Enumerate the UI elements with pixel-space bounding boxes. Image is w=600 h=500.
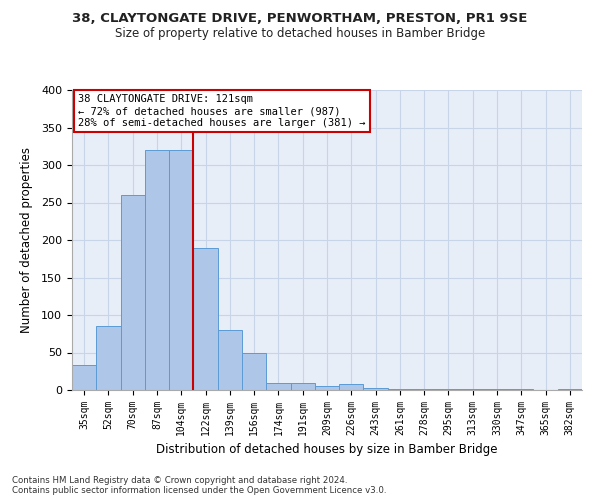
Bar bbox=[218, 330, 242, 390]
Bar bbox=[72, 365, 96, 390]
Bar bbox=[96, 326, 121, 390]
Bar bbox=[121, 195, 145, 390]
Bar bbox=[315, 386, 339, 390]
Bar bbox=[242, 352, 266, 390]
Bar bbox=[485, 388, 509, 390]
Text: Contains HM Land Registry data © Crown copyright and database right 2024.
Contai: Contains HM Land Registry data © Crown c… bbox=[12, 476, 386, 495]
Text: 38 CLAYTONGATE DRIVE: 121sqm
← 72% of detached houses are smaller (987)
28% of s: 38 CLAYTONGATE DRIVE: 121sqm ← 72% of de… bbox=[78, 94, 365, 128]
Y-axis label: Number of detached properties: Number of detached properties bbox=[20, 147, 33, 333]
Bar bbox=[145, 150, 169, 390]
Bar bbox=[509, 389, 533, 390]
Bar bbox=[388, 388, 412, 390]
Bar bbox=[266, 382, 290, 390]
Bar bbox=[558, 388, 582, 390]
Bar bbox=[193, 248, 218, 390]
Bar bbox=[339, 384, 364, 390]
Text: Size of property relative to detached houses in Bamber Bridge: Size of property relative to detached ho… bbox=[115, 28, 485, 40]
Bar bbox=[436, 388, 461, 390]
Bar bbox=[364, 388, 388, 390]
Text: 38, CLAYTONGATE DRIVE, PENWORTHAM, PRESTON, PR1 9SE: 38, CLAYTONGATE DRIVE, PENWORTHAM, PREST… bbox=[73, 12, 527, 26]
Bar bbox=[290, 382, 315, 390]
Bar bbox=[412, 389, 436, 390]
X-axis label: Distribution of detached houses by size in Bamber Bridge: Distribution of detached houses by size … bbox=[156, 444, 498, 456]
Bar bbox=[461, 389, 485, 390]
Bar bbox=[169, 150, 193, 390]
